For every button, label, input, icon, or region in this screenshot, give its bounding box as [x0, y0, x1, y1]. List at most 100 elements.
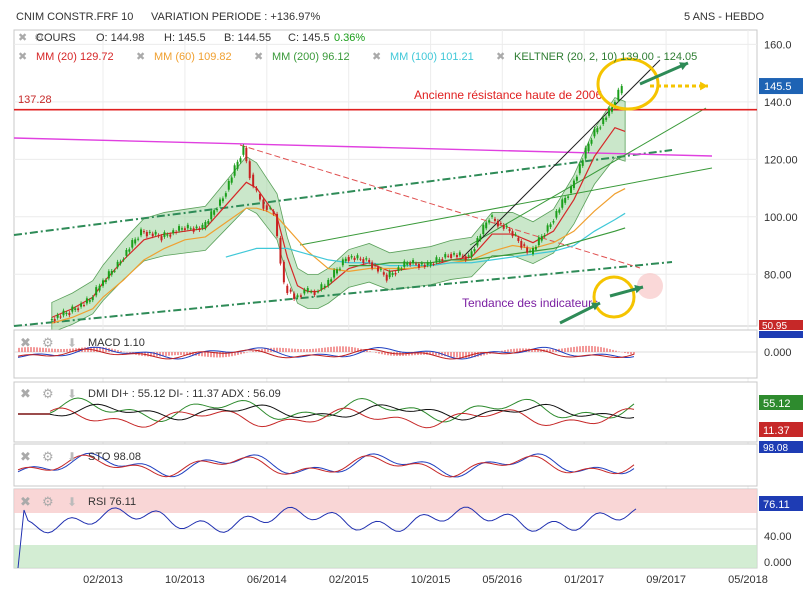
macd-histogram-bar: [600, 347, 602, 352]
macd-histogram-bar: [552, 349, 554, 352]
candle-body: [514, 234, 517, 236]
macd-histogram-bar: [573, 346, 575, 352]
price-ohlc-3: C: 145.5: [288, 32, 330, 44]
candle-body: [68, 312, 71, 316]
candle-body: [581, 160, 584, 166]
indicators-annotation: Tendance des indicateurs: [462, 296, 598, 310]
candle-body: [537, 237, 540, 246]
instrument-title: CNIM CONSTR.FRF 10: [16, 11, 134, 23]
candle-body: [382, 272, 385, 275]
price-series-label: COURS: [36, 32, 76, 44]
indicator-label-1: MM (60) 109.82: [154, 51, 232, 63]
macd-histogram-bar: [291, 348, 293, 352]
sto-label: STO 98.08: [88, 451, 141, 463]
candle-body: [520, 241, 523, 248]
macd-histogram-bar: [48, 348, 50, 352]
candle-body: [116, 261, 119, 268]
rsi-tick-0: 0.000: [764, 557, 792, 569]
period-label[interactable]: 5 ANS - HEBDO: [684, 11, 765, 23]
candle-body: [189, 228, 192, 230]
macd-histogram-bar: [564, 348, 566, 352]
trend-lines: [13, 59, 757, 327]
macd-histogram-bar: [120, 350, 122, 352]
moving-averages: [51, 126, 626, 324]
candle-body: [310, 291, 313, 293]
candle-body: [362, 259, 365, 263]
resistance-annotation: Ancienne résistance haute de 2006: [414, 88, 602, 102]
candle-body: [219, 199, 222, 206]
adx-line: [49, 403, 635, 421]
candle-body: [599, 127, 602, 129]
candle-body: [186, 224, 189, 229]
candle-body: [299, 295, 302, 297]
macd-histogram-bar: [18, 347, 20, 352]
x-tick-05-2018: 05/2018: [728, 574, 768, 586]
macd-histogram-bar: [570, 347, 572, 352]
macd-histogram-bar: [42, 347, 44, 352]
macd-histogram-bar: [165, 352, 167, 356]
candle-body: [610, 107, 613, 112]
candle-body: [453, 253, 456, 255]
indicator-arrow-2-head: [634, 284, 643, 294]
candle-body: [561, 199, 564, 208]
macd-histogram-bar: [453, 352, 455, 358]
macd-histogram-bar: [240, 352, 242, 355]
candle-body: [53, 319, 56, 322]
candle-body: [62, 310, 65, 316]
candle-body: [617, 89, 620, 101]
macd-histogram-bar: [324, 347, 326, 352]
candle-body: [236, 161, 239, 169]
sto-k-line: [17, 452, 635, 478]
macd-histogram-bar: [588, 345, 590, 352]
dmi-plus-value: 55.12: [763, 398, 791, 410]
macd-badge: [759, 331, 803, 338]
macd-histogram-bar: [204, 352, 206, 357]
rsi-overbought-zone: [14, 489, 757, 513]
sto-badge: [759, 441, 803, 453]
indicator-arrow-2: [609, 284, 644, 298]
candle-body: [397, 267, 400, 271]
macd-histogram-bar: [627, 352, 629, 354]
macd-histogram-bar: [279, 347, 281, 352]
macd-top-badge: [759, 320, 803, 330]
candle-body: [269, 207, 272, 209]
candle-body: [157, 235, 160, 237]
candle-body: [540, 236, 543, 241]
magenta-trend-line: [13, 137, 713, 157]
macd-histogram-bar: [414, 352, 416, 356]
candle-body: [282, 261, 285, 283]
candle-body: [391, 273, 394, 276]
macd-histogram-bar: [114, 349, 116, 352]
macd-histogram-bar: [30, 347, 32, 352]
macd-histogram-bar: [555, 349, 557, 352]
candle-body: [148, 231, 151, 233]
trend-arrow-dotted-head: [700, 81, 708, 91]
candle-body: [608, 108, 611, 116]
candle-body: [435, 257, 438, 263]
macd-histogram-bar: [456, 352, 458, 358]
macd-histogram-bar: [513, 348, 515, 352]
candle-body: [128, 249, 131, 252]
candle-body: [262, 199, 265, 209]
candle-body: [258, 193, 261, 200]
candle-body: [289, 289, 292, 292]
price-change: 0.36%: [334, 32, 365, 44]
dmi-plus-badge: [759, 395, 803, 410]
trend-arrow-up-shaft: [639, 61, 689, 86]
x-tick-02-2015: 02/2015: [329, 574, 369, 586]
macd-histogram-bar: [522, 348, 524, 352]
candle-body: [56, 314, 59, 318]
macd-histogram-bar: [336, 346, 338, 352]
macd-histogram-bar: [534, 348, 536, 352]
macd-histogram-bar: [630, 352, 632, 355]
candle-body: [578, 164, 581, 174]
x-tick-10-2015: 10/2015: [411, 574, 451, 586]
y-tick-120: 120.00: [764, 154, 798, 166]
sto-close-icon: ✖: [20, 449, 31, 464]
candle-body: [317, 291, 319, 293]
candle-body: [224, 193, 227, 197]
candle-body: [374, 264, 377, 266]
macd-histogram-bar: [27, 347, 29, 352]
candle-body: [279, 237, 282, 264]
